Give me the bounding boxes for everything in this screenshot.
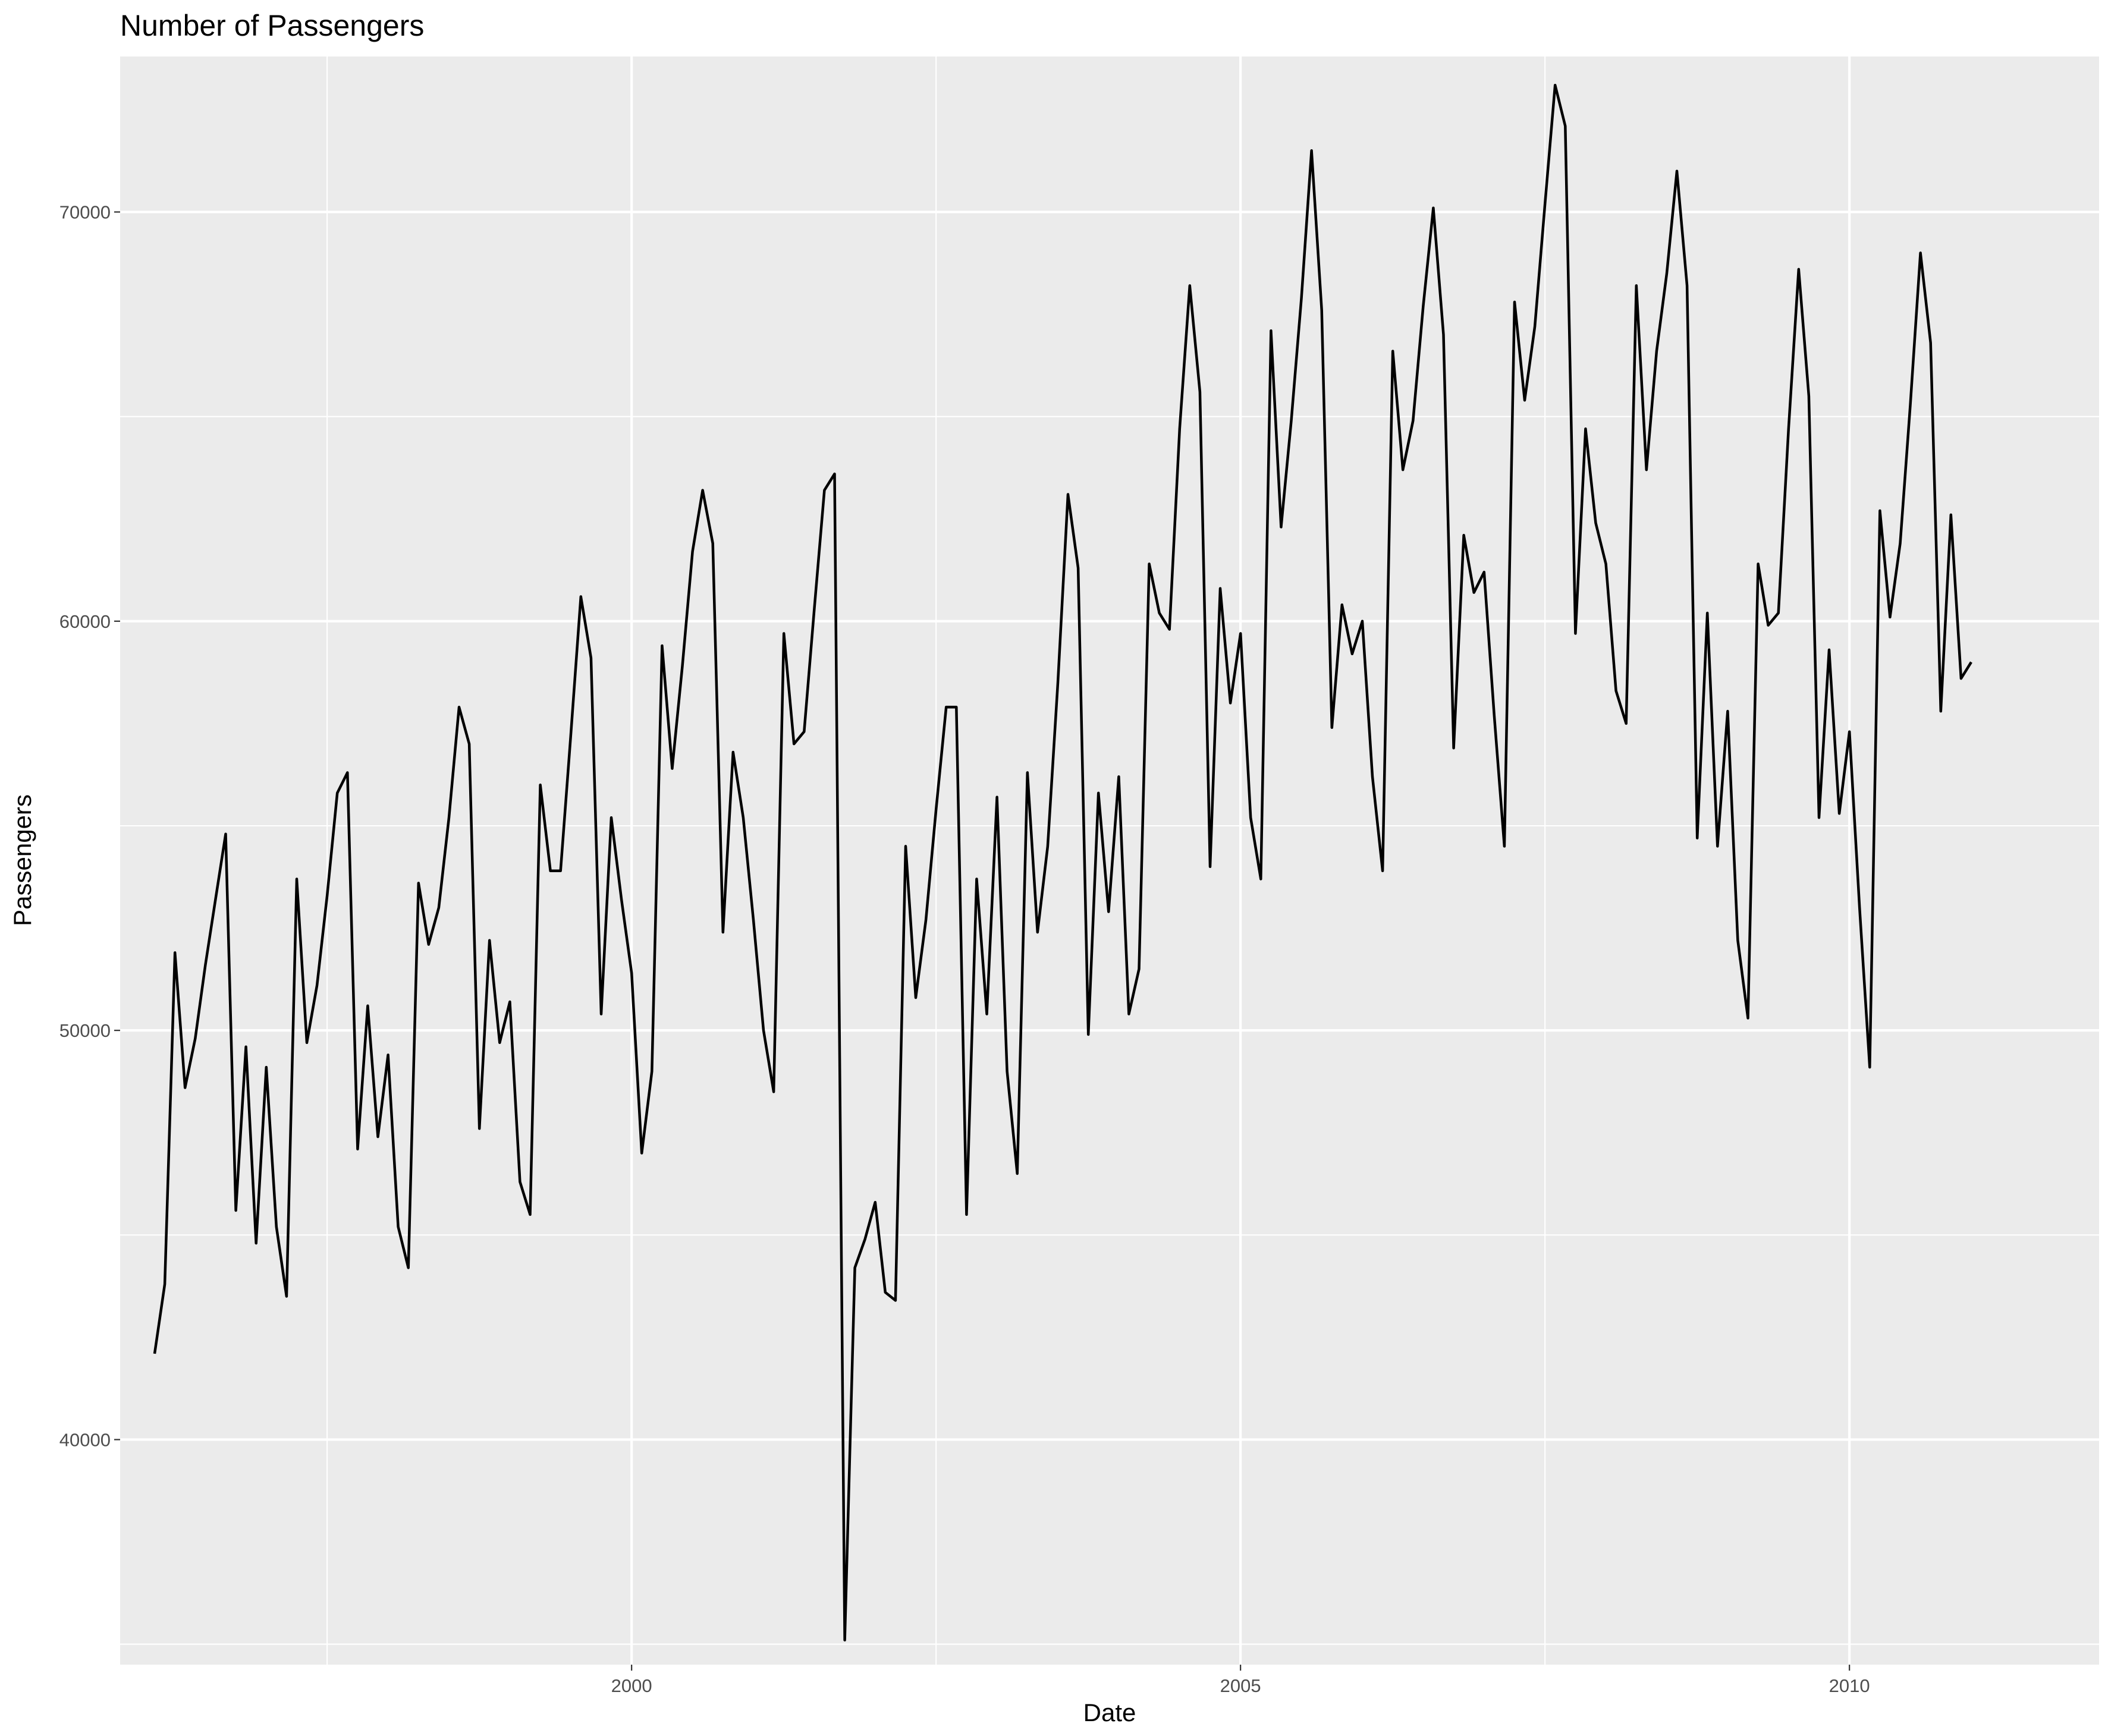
x-tick-label: 2000 xyxy=(611,1675,652,1696)
series-line-passengers xyxy=(153,83,1972,1641)
x-tick-label: 2010 xyxy=(1829,1675,1870,1696)
y-tick-label: 60000 xyxy=(59,611,111,632)
major-gridlines xyxy=(120,56,2099,1665)
y-axis: 40000 50000 60000 70000 xyxy=(59,202,120,1450)
y-tick-label: 70000 xyxy=(59,202,111,223)
y-tick-label: 50000 xyxy=(59,1020,111,1041)
chart-title: Number of Passengers xyxy=(120,9,424,42)
x-tick-label: 2005 xyxy=(1220,1675,1261,1696)
minor-gridlines xyxy=(120,56,2099,1665)
y-axis-title: Passengers xyxy=(8,794,36,926)
x-axis: 2000 2005 2010 xyxy=(611,1665,1870,1696)
x-axis-title: Date xyxy=(1083,1699,1136,1726)
plot-panel xyxy=(120,56,2099,1665)
y-tick-label: 40000 xyxy=(59,1429,111,1450)
